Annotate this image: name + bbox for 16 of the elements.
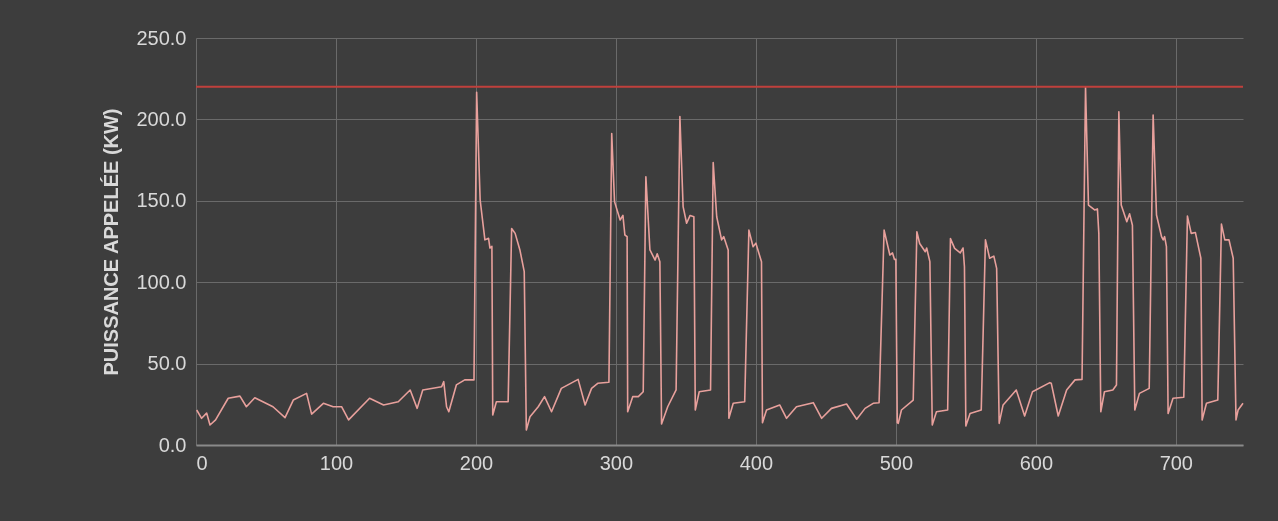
y-tick-label: 200.0 bbox=[136, 107, 187, 130]
y-tick-label: 250.0 bbox=[136, 26, 187, 49]
y-tick-label: 0.0 bbox=[158, 433, 187, 456]
x-tick-label: 100 bbox=[319, 451, 354, 474]
x-tick-label: 300 bbox=[599, 451, 634, 474]
x-tick-label: 400 bbox=[739, 451, 774, 474]
x-tick-label: 500 bbox=[879, 451, 914, 474]
y-tick-label: 150.0 bbox=[136, 189, 187, 212]
x-tick-label: 0 bbox=[196, 451, 208, 474]
y-axis-title: PUISSANCE APPELÉE (KW) bbox=[100, 108, 123, 376]
x-tick-label: 600 bbox=[1019, 451, 1054, 474]
y-tick-label: 100.0 bbox=[136, 270, 187, 293]
line-series bbox=[195, 86, 1244, 431]
x-tick-label: 700 bbox=[1159, 451, 1193, 474]
x-tick-label: 200 bbox=[459, 451, 494, 474]
y-tick-label: 50.0 bbox=[147, 352, 187, 375]
